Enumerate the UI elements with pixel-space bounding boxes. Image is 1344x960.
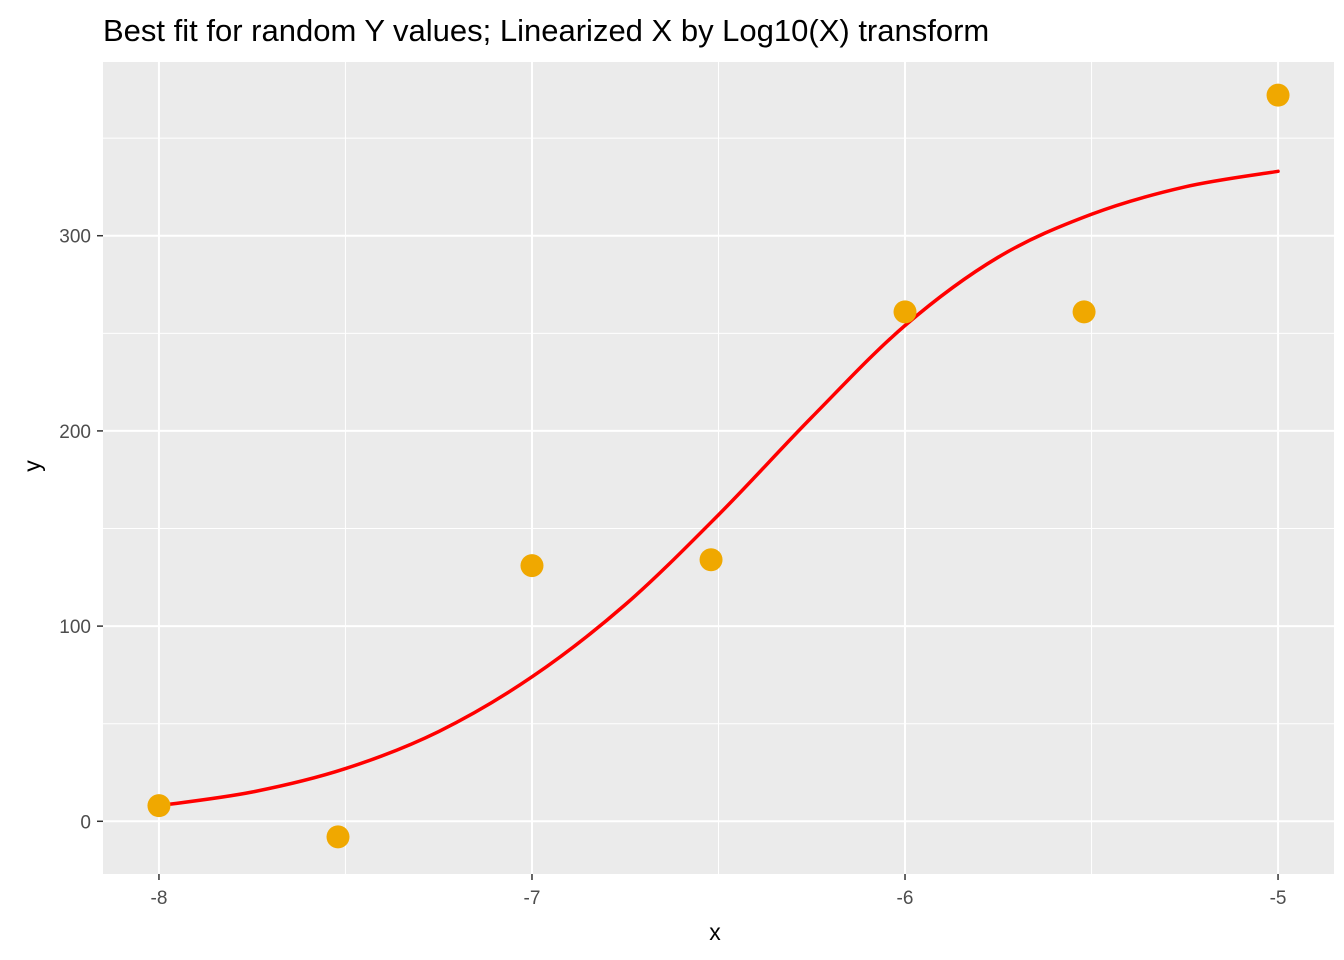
y-tick-label: 0	[80, 812, 91, 833]
minor-gridlines	[103, 62, 1334, 874]
data-point	[1266, 83, 1290, 107]
y-tick-label: 200	[59, 422, 91, 443]
y-tick-label: 300	[59, 227, 91, 248]
y-axis-title: y	[19, 460, 45, 472]
chart-title: Best fit for random Y values; Linearized…	[103, 13, 989, 48]
data-point	[326, 825, 350, 849]
data-point	[520, 554, 544, 578]
x-axis-title: x	[709, 919, 721, 945]
data-point	[893, 300, 917, 324]
fit-line-layer	[157, 169, 1280, 808]
data-points-layer	[147, 83, 1290, 849]
x-tick-label: -6	[897, 888, 914, 909]
x-tick-label: -8	[151, 888, 168, 909]
y-tick-label: 100	[59, 617, 91, 638]
x-tick-label: -5	[1270, 888, 1287, 909]
y-axis: 0 100 200 300	[59, 227, 103, 833]
x-tick-label: -7	[524, 888, 541, 909]
data-point	[1072, 300, 1096, 324]
fit-line	[157, 169, 1280, 808]
data-point	[147, 794, 171, 818]
major-gridlines	[103, 62, 1334, 874]
x-axis: -8 -7 -6 -5	[151, 874, 1287, 909]
data-point	[699, 548, 723, 572]
